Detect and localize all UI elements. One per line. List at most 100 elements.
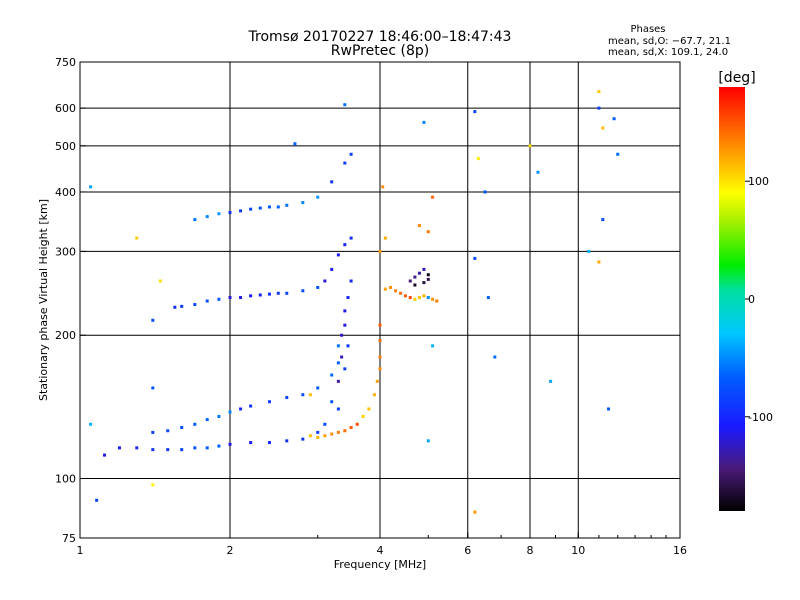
y-tick-label: 600 — [55, 102, 76, 115]
data-point — [403, 294, 407, 298]
data-point — [217, 414, 221, 418]
data-point — [330, 432, 334, 436]
data-point — [267, 205, 271, 209]
data-point — [330, 180, 334, 184]
data-point — [166, 448, 170, 452]
data-point — [285, 439, 289, 443]
data-point — [285, 203, 289, 207]
data-point — [301, 201, 305, 205]
data-point — [616, 152, 620, 156]
data-point — [205, 215, 209, 219]
data-point — [316, 195, 320, 199]
data-point — [587, 249, 591, 253]
x-tick-label: 4 — [377, 544, 384, 557]
data-point — [228, 296, 232, 300]
x-tick-label: 2 — [227, 544, 234, 557]
data-point — [267, 441, 271, 445]
data-point — [293, 142, 297, 146]
data-point — [597, 106, 601, 110]
data-point — [473, 510, 477, 514]
x-tick-label: 8 — [527, 544, 534, 557]
colorbar-tick-label: -100 — [748, 411, 773, 424]
data-point — [180, 425, 184, 429]
data-point — [239, 209, 243, 213]
data-point — [336, 379, 340, 383]
data-point — [193, 218, 197, 222]
x-tick-label: 1 — [77, 544, 84, 557]
data-point — [267, 292, 271, 296]
data-points — [89, 90, 620, 514]
data-point — [361, 414, 365, 418]
data-point — [378, 367, 382, 371]
x-tick-labels: 1 2 4 6 8 10 16 — [77, 544, 688, 557]
data-point — [343, 367, 347, 371]
colorbar — [719, 87, 745, 511]
grid-lines — [80, 62, 680, 538]
x-tick-label: 16 — [673, 544, 687, 557]
data-point — [383, 236, 387, 240]
data-point — [408, 296, 412, 300]
y-tick-labels: 75 100 200 300 400 500 600 750 — [55, 56, 76, 545]
data-point — [228, 442, 232, 446]
data-point — [378, 323, 382, 327]
data-point — [217, 297, 221, 301]
data-point — [249, 404, 253, 408]
y-tick-label: 200 — [55, 329, 76, 342]
data-point — [151, 430, 155, 434]
data-point — [205, 299, 209, 303]
axis-ticks — [79, 61, 681, 539]
data-point — [135, 236, 139, 240]
data-point — [473, 256, 477, 260]
data-point — [173, 305, 177, 309]
data-point — [151, 448, 155, 452]
data-point — [426, 230, 430, 234]
data-point — [343, 161, 347, 165]
data-point — [413, 283, 417, 287]
data-point — [336, 361, 340, 365]
x-axis-label: Frequency [MHz] — [334, 558, 426, 571]
data-point — [343, 309, 347, 313]
data-point — [493, 355, 497, 359]
data-point — [323, 279, 327, 283]
data-point — [422, 294, 426, 298]
data-point — [158, 279, 162, 283]
data-point — [417, 224, 421, 228]
data-point — [135, 446, 139, 450]
data-point — [276, 205, 280, 209]
data-point — [228, 410, 232, 414]
data-point — [399, 291, 403, 295]
y-tick-label: 750 — [55, 56, 76, 69]
data-point — [308, 434, 312, 438]
data-point — [378, 338, 382, 342]
data-point — [151, 483, 155, 487]
data-point — [258, 206, 262, 210]
data-point — [343, 429, 347, 433]
data-point — [486, 296, 490, 300]
phase-header: Phases — [630, 24, 665, 35]
data-point — [413, 275, 417, 279]
data-point — [239, 407, 243, 411]
data-point — [205, 418, 209, 422]
phase-mean-x: mean, sd,X: 109.1, 24.0 — [608, 47, 728, 58]
data-point — [422, 281, 426, 285]
data-point — [426, 273, 430, 277]
data-point — [340, 333, 344, 337]
data-point — [612, 117, 616, 121]
data-point — [336, 430, 340, 434]
data-point — [426, 439, 430, 443]
data-point — [431, 297, 435, 301]
data-point — [349, 279, 353, 283]
data-point — [193, 422, 197, 426]
data-point — [426, 296, 430, 300]
data-point — [228, 211, 232, 215]
y-axis-label: Stationary phase Virtual Height [km] — [37, 199, 50, 401]
data-point — [422, 267, 426, 271]
data-point — [285, 291, 289, 295]
data-point — [476, 157, 480, 161]
y-tick-label: 400 — [55, 186, 76, 199]
y-tick-label: 75 — [62, 532, 76, 545]
x-tick-label: 10 — [571, 544, 585, 557]
data-point — [383, 287, 387, 291]
data-point — [528, 144, 532, 148]
data-point — [193, 303, 197, 307]
